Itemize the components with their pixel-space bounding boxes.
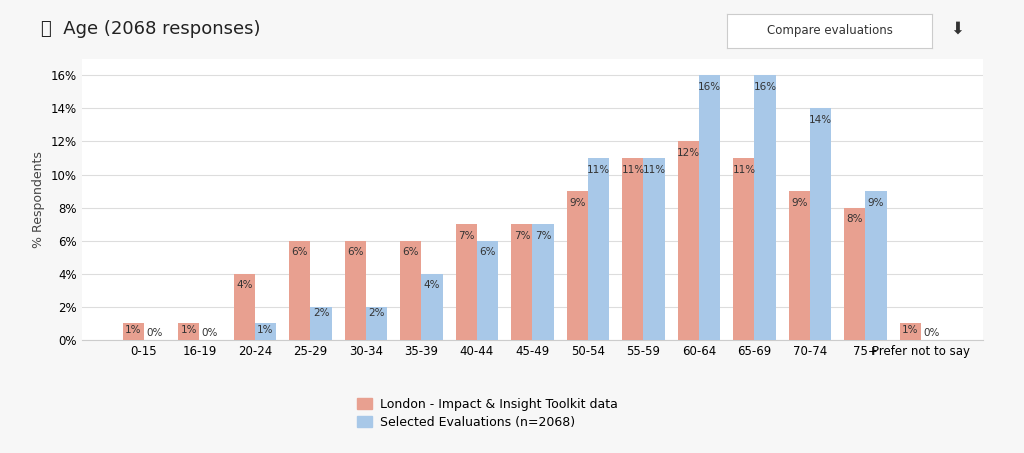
Text: 11%: 11%	[587, 164, 610, 174]
Bar	[178, 323, 200, 340]
Text: 11%: 11%	[732, 164, 756, 174]
Text: 11%: 11%	[622, 164, 644, 174]
Text: 0%: 0%	[146, 328, 163, 338]
Bar	[233, 274, 255, 340]
Bar	[643, 158, 665, 340]
Bar	[422, 274, 442, 340]
Text: 9%: 9%	[867, 198, 885, 207]
Text: 6%: 6%	[347, 247, 364, 257]
Bar	[477, 241, 498, 340]
Text: 1%: 1%	[180, 325, 198, 335]
Bar	[567, 191, 588, 340]
Bar	[532, 224, 554, 340]
Legend: London - Impact & Insight Toolkit data, Selected Evaluations (n=2068): London - Impact & Insight Toolkit data, …	[357, 398, 617, 429]
Bar	[511, 224, 532, 340]
Text: 6%: 6%	[292, 247, 308, 257]
Text: 14%: 14%	[809, 115, 833, 125]
Bar	[810, 108, 831, 340]
Bar	[588, 158, 609, 340]
Bar	[788, 191, 810, 340]
Text: 1%: 1%	[125, 325, 141, 335]
Text: 4%: 4%	[424, 280, 440, 290]
Bar	[456, 224, 477, 340]
Text: 1%: 1%	[902, 325, 919, 335]
Text: 16%: 16%	[754, 82, 776, 92]
Bar	[123, 323, 144, 340]
Bar	[755, 75, 775, 340]
Text: 🚶  Age (2068 responses): 🚶 Age (2068 responses)	[41, 20, 260, 39]
Bar	[865, 191, 887, 340]
Text: 8%: 8%	[847, 214, 863, 224]
Text: 0%: 0%	[924, 328, 940, 338]
Bar	[310, 307, 332, 340]
Text: Compare evaluations: Compare evaluations	[767, 24, 892, 37]
Bar	[699, 75, 720, 340]
Text: 9%: 9%	[569, 198, 586, 207]
Bar	[290, 241, 310, 340]
Text: 0%: 0%	[202, 328, 218, 338]
Bar	[400, 241, 422, 340]
Bar	[366, 307, 387, 340]
Text: 16%: 16%	[698, 82, 721, 92]
Text: 9%: 9%	[792, 198, 808, 207]
Text: 7%: 7%	[514, 231, 530, 241]
Text: 2%: 2%	[312, 308, 330, 318]
Text: 7%: 7%	[458, 231, 475, 241]
Bar	[900, 323, 921, 340]
Text: 11%: 11%	[642, 164, 666, 174]
Bar	[345, 241, 366, 340]
Bar	[623, 158, 643, 340]
Text: 2%: 2%	[369, 308, 385, 318]
Y-axis label: % Respondents: % Respondents	[33, 151, 45, 248]
Bar	[733, 158, 755, 340]
Text: ⬇: ⬇	[950, 19, 965, 37]
Bar	[845, 207, 865, 340]
Text: 12%: 12%	[677, 148, 700, 158]
Text: 1%: 1%	[257, 325, 273, 335]
Bar	[255, 323, 276, 340]
Bar	[678, 141, 699, 340]
Text: 4%: 4%	[237, 280, 253, 290]
Text: 6%: 6%	[479, 247, 496, 257]
Text: 6%: 6%	[402, 247, 419, 257]
Text: 7%: 7%	[535, 231, 551, 241]
